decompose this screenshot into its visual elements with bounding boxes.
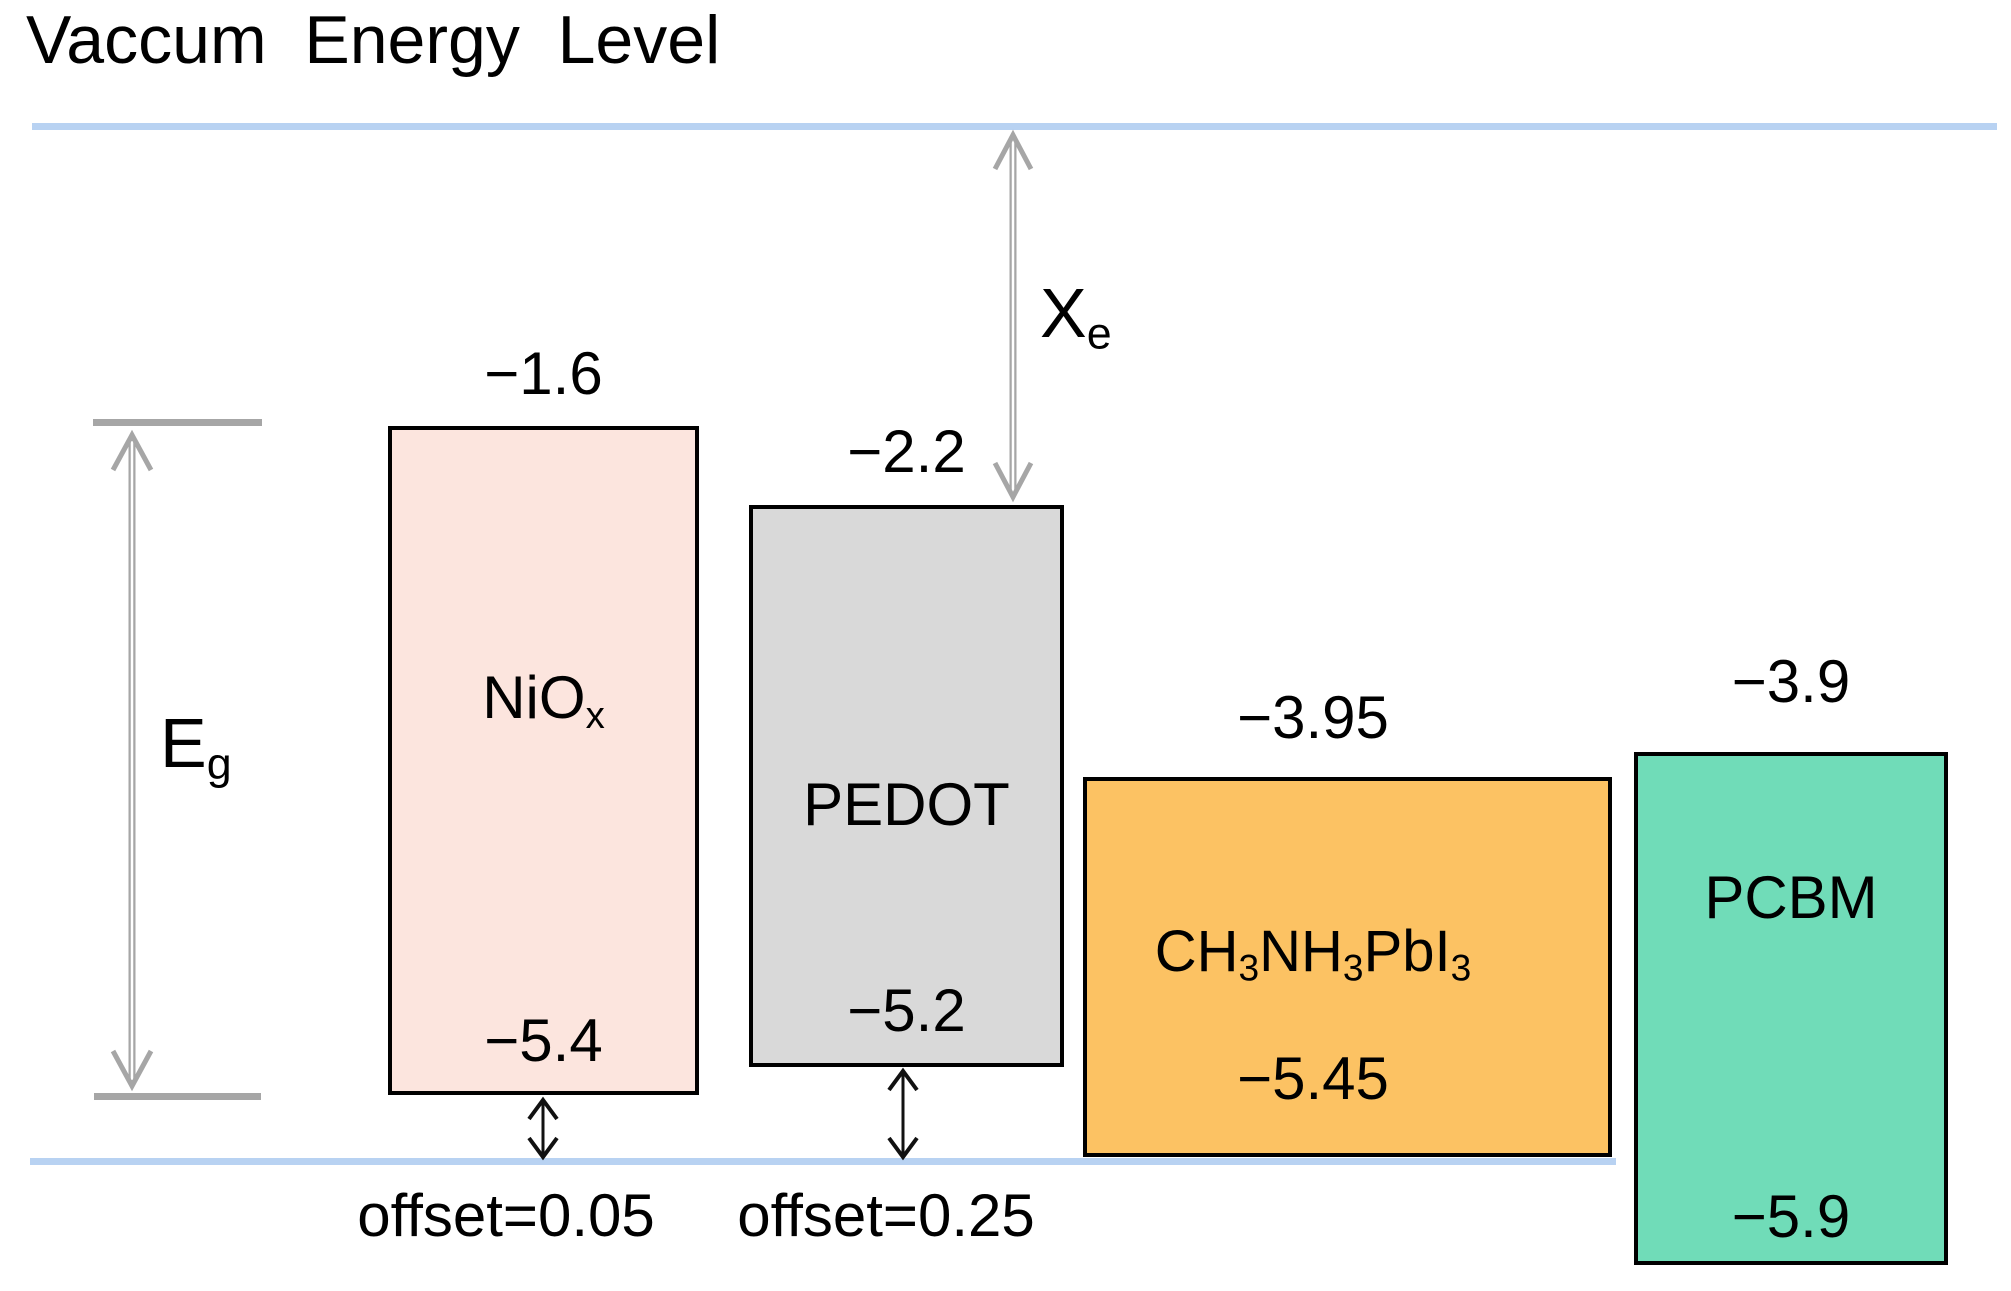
perovskite-formula-label: CH3NH3PbI3 xyxy=(1154,919,1472,989)
pedot-top-energy: −2.2 xyxy=(847,418,966,485)
pcbm-bottom-energy: −5.9 xyxy=(1731,1183,1851,1250)
perovskite-bottom-energy: −5.45 xyxy=(1237,1045,1389,1112)
vacuum-energy-level-title: Vaccum Energy Level xyxy=(26,2,721,78)
offset-arrow-pedot xyxy=(887,1067,919,1161)
material-box-pedot: PEDOT −5.2 xyxy=(749,505,1064,1067)
band-gap-label: Eg xyxy=(160,704,232,789)
offset-label-pedot: offset=0.25 xyxy=(737,1182,1035,1249)
pedot-bottom-energy: −5.2 xyxy=(847,977,966,1044)
niox-bottom-energy: −5.4 xyxy=(484,1007,603,1074)
niox-subscript: x xyxy=(585,693,605,737)
reference-level-line xyxy=(30,1158,1616,1165)
electron-affinity-label: Xe xyxy=(1040,274,1112,359)
material-box-pcbm: PCBM −5.9 xyxy=(1634,752,1948,1265)
niox-label: NiOx xyxy=(482,664,605,737)
perovskite-top-energy: −3.95 xyxy=(1237,684,1389,751)
offset-arrow-niox xyxy=(527,1096,559,1161)
niox-top-energy: −1.6 xyxy=(484,340,603,407)
pcbm-top-energy: −3.9 xyxy=(1731,648,1851,715)
offset-label-niox: offset=0.05 xyxy=(357,1182,655,1249)
pcbm-label: PCBM xyxy=(1704,864,1878,931)
vacuum-level-line xyxy=(32,123,1997,130)
eg-arrow xyxy=(110,429,154,1092)
pedot-label: PEDOT xyxy=(803,771,1010,838)
material-box-perovskite: CH3NH3PbI3 −5.45 xyxy=(1083,777,1612,1157)
material-box-niox: NiOx −5.4 xyxy=(388,426,699,1095)
